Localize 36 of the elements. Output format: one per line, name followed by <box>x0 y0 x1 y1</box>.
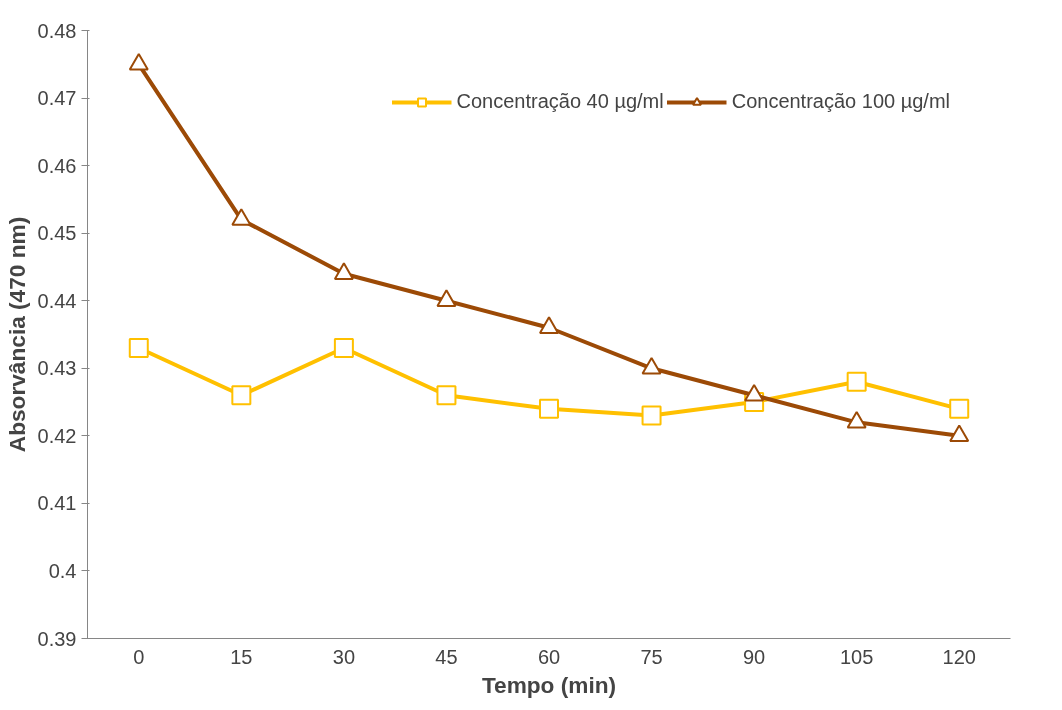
y-tick-label: 0.43 <box>37 357 77 380</box>
point <box>333 262 354 280</box>
point <box>128 52 149 71</box>
legend-label: Concentração 40 µg/ml <box>456 90 664 113</box>
y-tick-label: 0.41 <box>37 492 77 515</box>
y-tick-label: 0.44 <box>37 289 77 312</box>
point <box>846 371 867 392</box>
point <box>231 385 252 406</box>
x-tick-label: 60 <box>537 645 561 668</box>
point <box>436 385 457 406</box>
y-tick-label: 0.48 <box>37 19 77 42</box>
legend-label: Concentração 100 µg/ml <box>731 90 950 113</box>
point <box>128 338 149 359</box>
x-tick-label: 75 <box>640 645 663 668</box>
y-tick-label: 0.42 <box>37 424 77 447</box>
y-axis-title: Absorvância (470 nm) <box>3 216 30 453</box>
y-tick-label: 0.47 <box>37 87 77 110</box>
point <box>231 208 252 226</box>
y-tick-label: 0.4 <box>48 559 77 582</box>
point <box>333 338 354 359</box>
x-tick-label: 90 <box>742 645 766 668</box>
point <box>436 289 457 307</box>
point <box>641 405 662 426</box>
x-axis-title: Tempo (min) <box>481 671 617 698</box>
y-tick-label: 0.45 <box>37 222 77 245</box>
point <box>539 398 559 419</box>
x-tick-label: 105 <box>839 645 874 668</box>
y-tick-label: 0.46 <box>37 154 77 177</box>
point <box>949 398 970 419</box>
y-tick-label: 0.39 <box>37 627 77 650</box>
point <box>539 316 559 334</box>
x-tick-label: 15 <box>230 645 253 668</box>
x-tick-label: 0 <box>133 645 145 668</box>
x-tick-label: 120 <box>942 645 976 668</box>
x-tick-label: 30 <box>332 645 356 668</box>
x-tick-label: 45 <box>435 645 458 668</box>
